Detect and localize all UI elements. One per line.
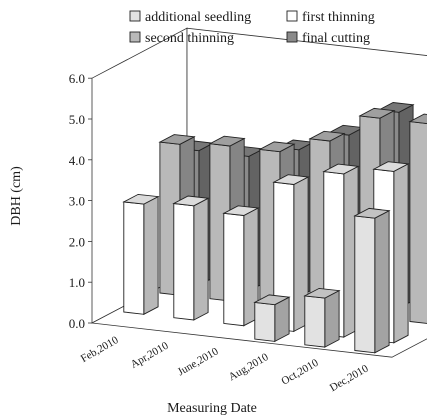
bar-first-thinning-3 xyxy=(272,174,310,333)
bar-additional-seedling-3 xyxy=(253,294,291,343)
y-tick-label: 0.0 xyxy=(69,316,85,331)
bar-second-thinning-5 xyxy=(408,113,427,324)
bar-first-thinning-1 xyxy=(172,195,210,321)
y-axis-label: DBH (cm) xyxy=(9,166,24,226)
y-tick-label: 6.0 xyxy=(69,71,85,86)
x-tick-label: Aug,2010 xyxy=(227,351,271,383)
legend-swatch xyxy=(129,10,141,22)
legend-swatch xyxy=(286,31,298,43)
legend-item: second thinning xyxy=(129,31,234,46)
bar-first-thinning-0 xyxy=(122,193,160,316)
y-tick-label: 4.0 xyxy=(69,153,85,168)
bar-first-thinning-2 xyxy=(222,205,260,327)
legend-swatch xyxy=(129,31,141,43)
x-tick-label: Apr,2010 xyxy=(129,340,171,371)
legend-label: first thinning xyxy=(302,10,375,25)
y-tick-label: 2.0 xyxy=(69,234,85,249)
y-axis-ticks: 0.0 1.0 2.0 3.0 4.0 5.0 6.0 xyxy=(69,71,92,331)
x-tick-label: Dec,2010 xyxy=(328,362,371,394)
x-tick-label: Oct,2010 xyxy=(279,357,321,388)
x-axis-label: Measuring Date xyxy=(167,401,257,416)
y-tick-label: 5.0 xyxy=(69,112,85,127)
legend-label: additional seedling xyxy=(145,10,251,25)
legend-label: second thinning xyxy=(145,31,234,46)
bar-marks xyxy=(122,102,427,354)
y-tick-label: 1.0 xyxy=(69,275,85,290)
legend-item: first thinning xyxy=(286,10,375,25)
legend-swatch xyxy=(286,10,298,22)
x-tick-label: June,2010 xyxy=(176,345,221,378)
legend-item: final cutting xyxy=(286,31,370,46)
y-tick-label: 3.0 xyxy=(69,194,85,209)
legend-item: additional seedling xyxy=(129,10,251,25)
bar-additional-seedling-5 xyxy=(353,207,391,354)
legend: additional seedling first thinning second … xyxy=(129,10,375,46)
bar-additional-seedling-4 xyxy=(303,287,341,348)
x-tick-label: Feb,2010 xyxy=(79,334,121,365)
legend-label: final cutting xyxy=(302,31,370,46)
